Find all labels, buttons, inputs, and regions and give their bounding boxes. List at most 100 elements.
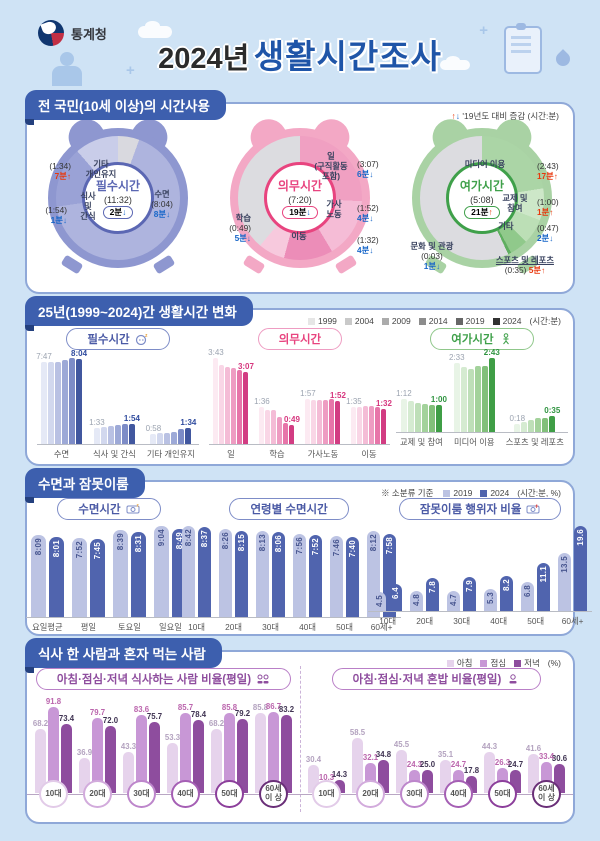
bar-2024: 8.2 bbox=[500, 576, 514, 612]
bar-group: 7:52 7:45 평일 bbox=[71, 538, 105, 632]
chart-sleep-by-age: 8:42 8:37 10대 8:26 8:15 20대 8:13 8:06 30대 7:56 7:5… bbox=[177, 526, 402, 632]
bar-value-label: 7:40 bbox=[348, 539, 358, 558]
bar-아침: 44.3 bbox=[482, 742, 497, 794]
bar-value-label: 25.0 bbox=[419, 759, 436, 769]
bar-value-label: 13.5 bbox=[560, 555, 570, 573]
sleep-legend: ※ 소분류 기준 2019 2024 (시간:분, %) bbox=[381, 487, 561, 499]
bar-group: 1:57 1:52 가사노동 bbox=[300, 389, 346, 460]
deco-cloud bbox=[138, 20, 172, 38]
category-circle: 10대 bbox=[39, 779, 68, 808]
category-label: 가사노동 bbox=[307, 449, 339, 459]
bar bbox=[474, 365, 481, 432]
section-time-use-tab: 전 국민(10세 이상)의 시간사용 bbox=[25, 90, 226, 125]
clock-change-pill: 21분↑ bbox=[464, 205, 500, 220]
legend-item: 2024 bbox=[480, 488, 509, 498]
legend-unit: (시간:분, %) bbox=[517, 488, 561, 498]
category-circle: 30대 bbox=[127, 779, 156, 808]
bar-group: 68.2 91.8 73.4 10대 bbox=[33, 697, 74, 808]
bar-2024: 7.8 bbox=[426, 577, 440, 612]
bar-group: 7:46 7:40 50대 bbox=[330, 535, 360, 632]
bar-2024: 7:45 bbox=[89, 539, 105, 618]
person-eating-alone-icon bbox=[509, 674, 517, 684]
bars: 68.2 91.8 73.4 bbox=[33, 697, 74, 794]
bars: 4.7 7.9 bbox=[447, 577, 477, 612]
clock-change-pill: 2분↓ bbox=[102, 205, 134, 220]
value-housework: (1:52) 4분↓ bbox=[356, 203, 379, 223]
bar-value-label: 0:49 bbox=[283, 415, 300, 425]
bar-2024: 7:40 bbox=[346, 536, 360, 618]
page-title: 2024년 생활시간조사 bbox=[0, 30, 600, 78]
bar-value-label: 0:35 bbox=[544, 406, 561, 416]
category-label: 50대 bbox=[336, 622, 354, 632]
change-note-text: '19년도 대비 증감 (시간:분) bbox=[462, 111, 559, 121]
bar-저녁: 24.7 bbox=[508, 760, 523, 794]
bar-group: 53.3 85.7 78.4 40대 bbox=[165, 703, 206, 808]
bar-value-label: 36.9 bbox=[76, 748, 93, 758]
bar-group: 58.5 32.1 34.8 20대 bbox=[349, 704, 391, 808]
clock-duty-face: 의무시간 (7:20) 19분↓ bbox=[229, 112, 370, 275]
bars: 4.5 6.4 bbox=[373, 583, 403, 612]
bar-group: 41.6 33.4 30.6 60세 이 상 bbox=[526, 704, 567, 808]
bar-value-label: 8.2 bbox=[502, 579, 512, 592]
bar-저녁: 73.4 bbox=[59, 714, 74, 794]
bar bbox=[311, 400, 317, 444]
clock-title: 의무시간 bbox=[277, 178, 323, 193]
bar-value-label: 1:36 bbox=[254, 397, 270, 406]
bar-value-label: 73.4 bbox=[58, 714, 75, 724]
bar-value-label: 83.6 bbox=[133, 704, 150, 714]
panel-meal-rate: 아침·점심·저녁 식사하는 사람 비율(평일) 68.2 91.8 73.4 10대 3… bbox=[27, 652, 300, 808]
svg-text:z: z bbox=[145, 333, 148, 339]
category-label: 수면 bbox=[53, 449, 70, 459]
legend-item: 2014 bbox=[418, 316, 448, 326]
category-circle: 20대 bbox=[83, 779, 112, 808]
bar-group: 44.3 26.3 24.7 50대 bbox=[482, 704, 523, 808]
bars: 58.5 32.1 34.8 bbox=[349, 704, 391, 794]
bar-value-label: 1:57 bbox=[300, 388, 316, 398]
bar: 8:04 bbox=[71, 349, 87, 444]
bar-value-label: 8:37 bbox=[200, 529, 210, 548]
bar-저녁: 14.3 bbox=[332, 770, 347, 794]
bars: 7:46 7:40 bbox=[330, 535, 360, 618]
category-label: 10대 bbox=[379, 616, 397, 626]
section-sleep: 수면과 잠못이룸 ※ 소분류 기준 2019 2024 (시간:분, %) 수면시간 z… bbox=[25, 468, 593, 636]
bar-value-label: 68.2 bbox=[208, 719, 225, 729]
bar bbox=[231, 368, 237, 444]
legend-unit: (시간:분) bbox=[529, 316, 561, 326]
bar-value-label: 7:52 bbox=[311, 537, 321, 556]
segment-label-meals: 식사 및 간식 bbox=[80, 191, 96, 221]
bar: 1:12 bbox=[396, 389, 412, 432]
section-time-use: 전 국민(10세 이상)의 시간사용 ↑↓ '19년도 대비 증감 (시간:분)… bbox=[25, 90, 575, 294]
clock-foot bbox=[152, 254, 176, 275]
bar-value-label: 4.7 bbox=[449, 594, 459, 607]
bar-value-label: 1:35 bbox=[346, 397, 362, 407]
bar-value-label: 1:00 bbox=[430, 394, 447, 404]
bar-저녁: 17.8 bbox=[464, 766, 479, 794]
panel-sleep-by-day: 수면시간 z 8:09 8:01 요일평균 7:52 7:45 평일 8:39 8:31 토요일 9… bbox=[25, 482, 192, 632]
category-label: 40대 bbox=[490, 616, 508, 626]
legend-swatch-icon bbox=[492, 317, 500, 325]
bars: 36.9 79.7 72.0 bbox=[76, 704, 118, 794]
bar-2019: 8:09 bbox=[30, 535, 46, 618]
panel-duty-change: 의무시간 3:43 3:07 일 1:36 0:49 학습 1:57 1:52 가사노동 1:35… bbox=[208, 312, 392, 460]
bar-value-label: 24.7 bbox=[507, 759, 524, 769]
bar-value-label: 58.5 bbox=[349, 728, 366, 738]
bar-저녁: 78.4 bbox=[191, 710, 206, 794]
walking-person-icon bbox=[502, 333, 509, 345]
bar-group: 4.7 7.9 30대 bbox=[447, 577, 477, 626]
bar-2019: 7:52 bbox=[71, 538, 87, 618]
change-note: ↑↓ '19년도 대비 증감 (시간:분) bbox=[452, 110, 559, 122]
bar bbox=[329, 399, 335, 444]
bar: 1:32 bbox=[376, 399, 392, 444]
category-circle: 30대 bbox=[400, 779, 429, 808]
bar-2019: 8:39 bbox=[112, 530, 128, 618]
bar-2024: 8:31 bbox=[130, 531, 146, 618]
section-sleep-tab: 수면과 잠못이룸 bbox=[25, 468, 145, 503]
deco-clipboard-icon bbox=[504, 23, 542, 74]
chart-duty-change: 3:43 3:07 일 1:36 0:49 학습 1:57 1:52 가사노동 1:35 1:32 이… bbox=[208, 348, 392, 460]
bar-점심: 32.1 bbox=[363, 753, 378, 794]
down-arrow-icon: ↓ bbox=[455, 111, 461, 121]
legend-item: 2009 bbox=[381, 316, 411, 326]
bar bbox=[375, 407, 381, 444]
bar-점심: 85.8 bbox=[222, 703, 237, 794]
bars: 7:52 7:45 bbox=[71, 538, 105, 618]
